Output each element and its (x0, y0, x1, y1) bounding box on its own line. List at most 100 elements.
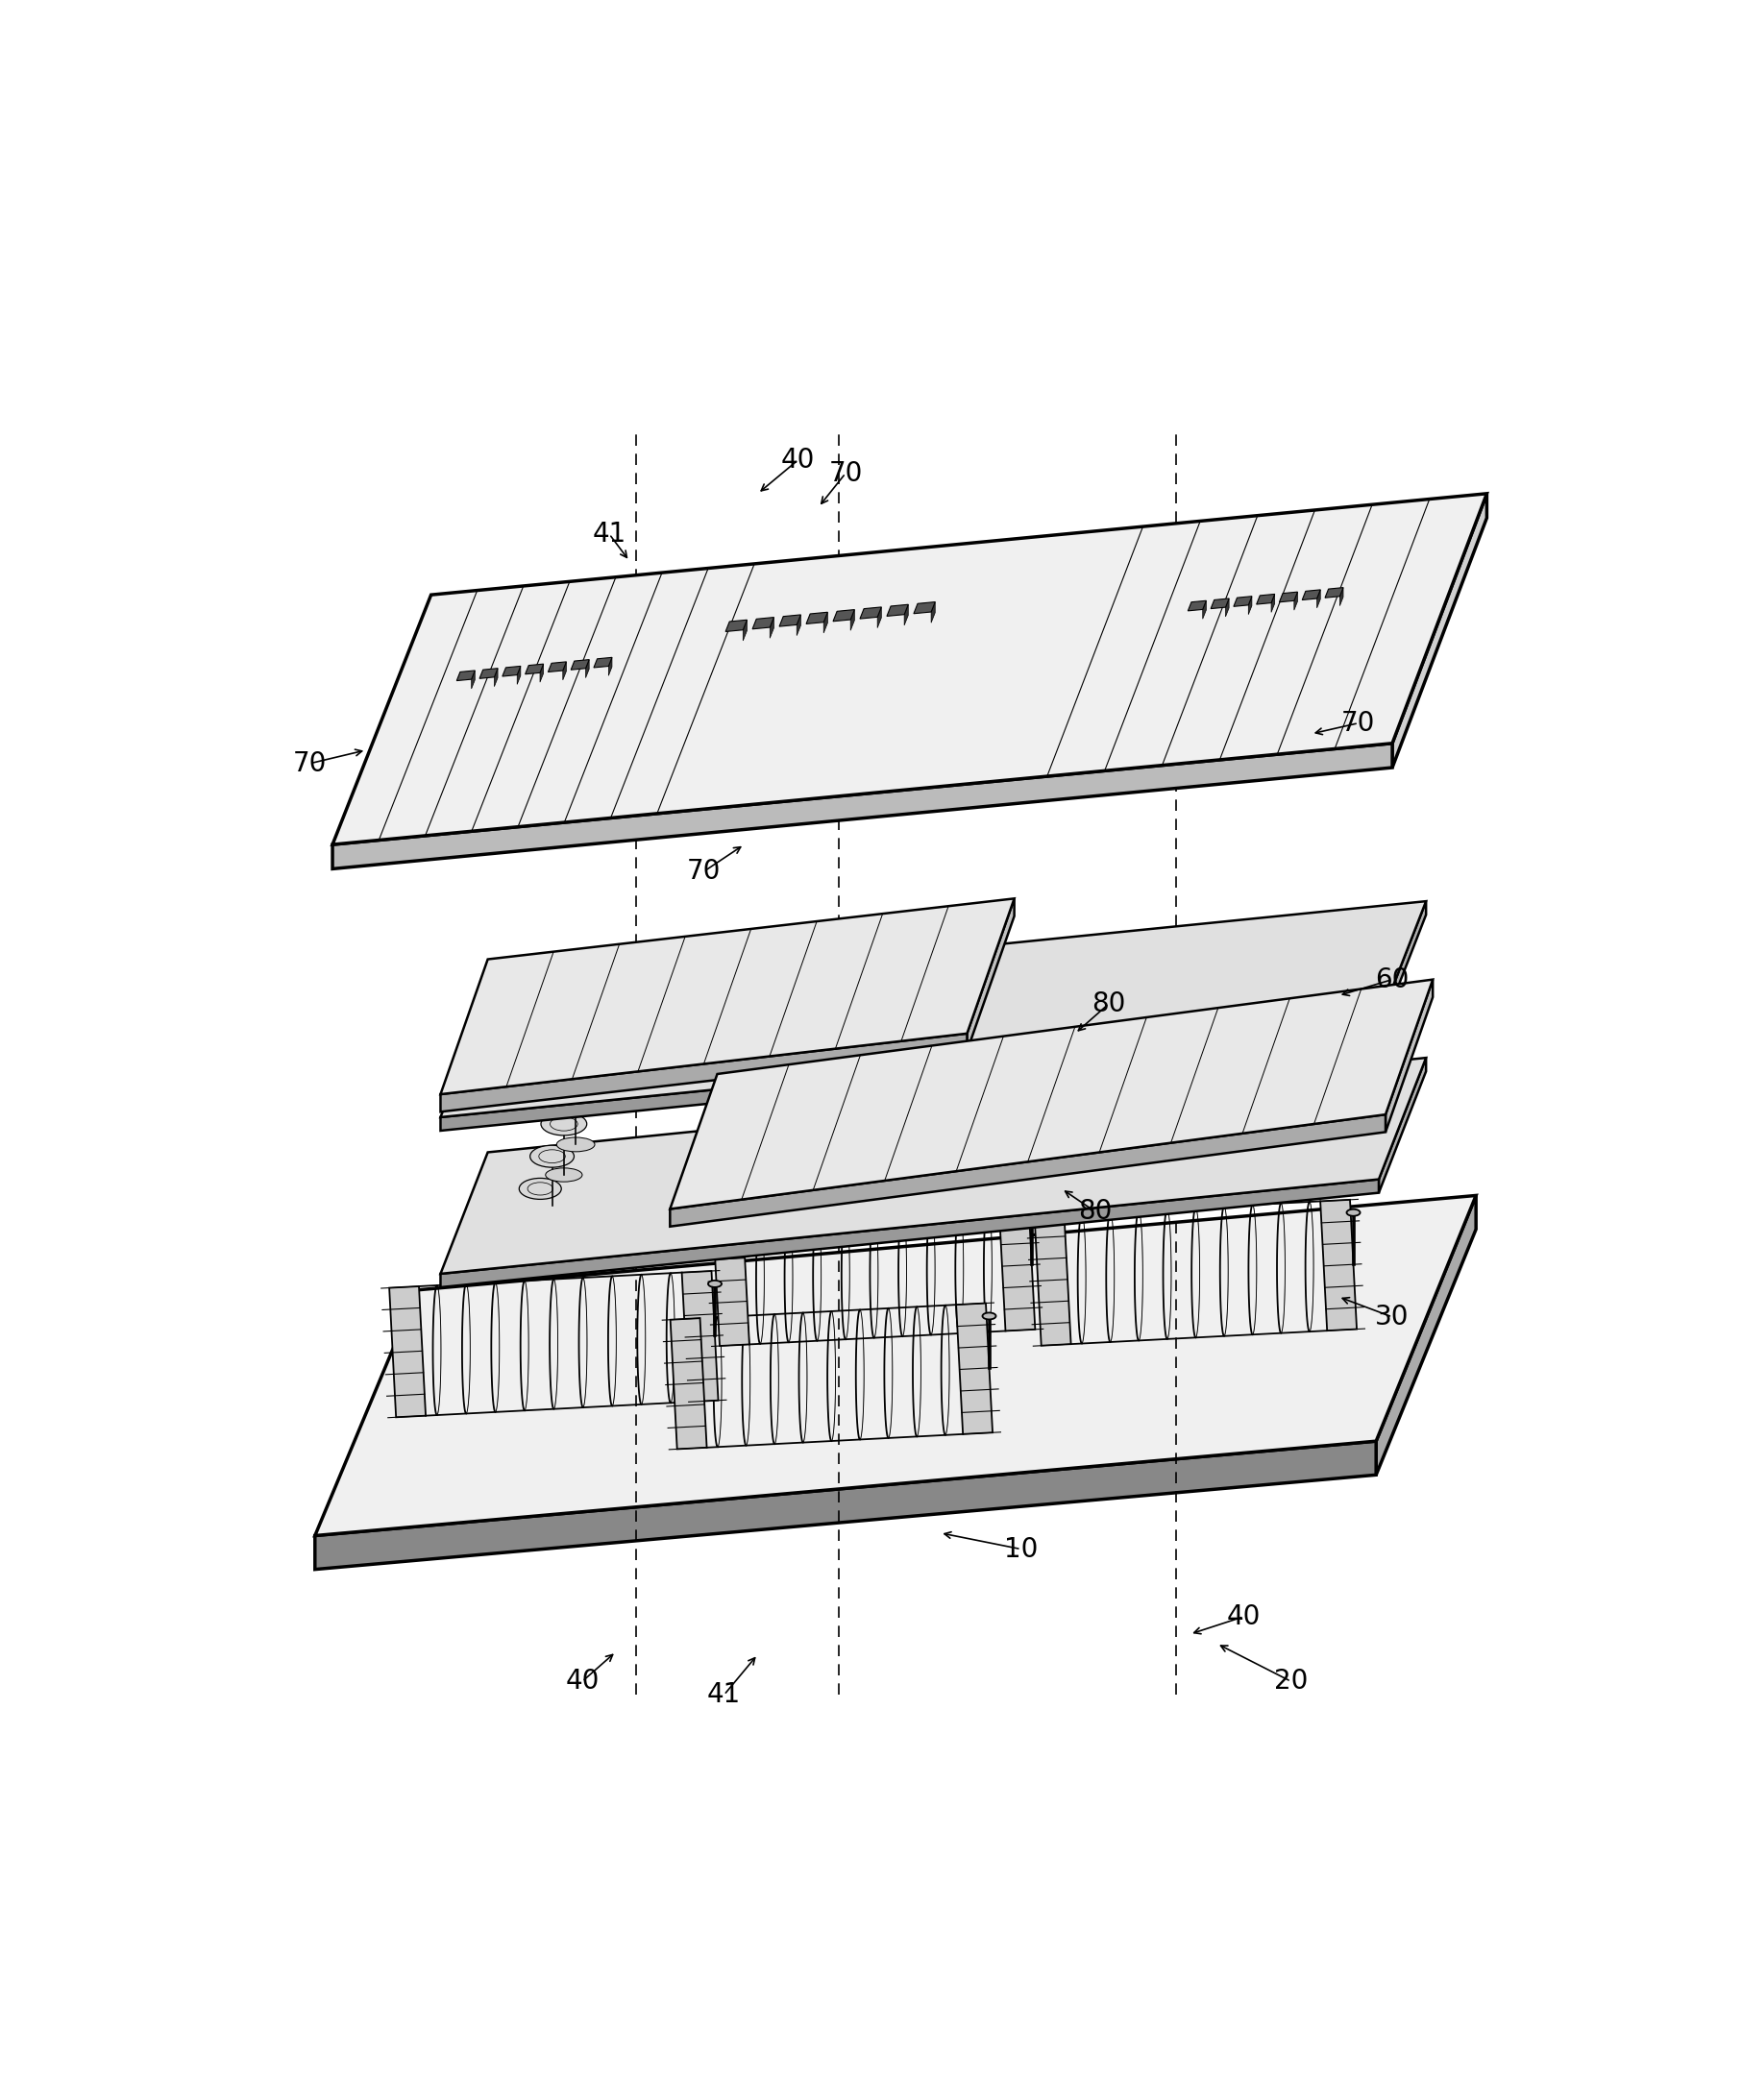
Text: 70: 70 (829, 460, 862, 487)
Polygon shape (671, 1115, 1385, 1226)
Polygon shape (753, 617, 773, 630)
Polygon shape (791, 689, 794, 706)
Text: 41: 41 (707, 1682, 740, 1709)
Ellipse shape (535, 1199, 570, 1212)
Polygon shape (441, 901, 1427, 1117)
Ellipse shape (922, 1130, 958, 1144)
Ellipse shape (1303, 1004, 1350, 1027)
Ellipse shape (733, 1149, 770, 1163)
Polygon shape (859, 682, 862, 699)
Polygon shape (502, 666, 521, 676)
Polygon shape (824, 613, 827, 632)
Polygon shape (517, 666, 521, 685)
Text: 30: 30 (1374, 1304, 1409, 1331)
Polygon shape (1340, 588, 1343, 605)
Polygon shape (1294, 592, 1298, 611)
Polygon shape (388, 1287, 425, 1418)
Ellipse shape (1024, 1210, 1038, 1216)
Polygon shape (725, 620, 747, 632)
Polygon shape (770, 617, 773, 638)
Ellipse shape (894, 1140, 937, 1161)
Polygon shape (1035, 1214, 1071, 1346)
Polygon shape (967, 899, 1014, 1052)
Ellipse shape (909, 1161, 944, 1174)
Ellipse shape (916, 1075, 962, 1098)
Text: 20: 20 (1273, 1667, 1308, 1695)
Ellipse shape (723, 1180, 758, 1193)
Ellipse shape (552, 1079, 599, 1102)
Ellipse shape (557, 1138, 594, 1151)
Ellipse shape (1291, 1037, 1338, 1060)
Polygon shape (1376, 1195, 1475, 1474)
Text: 40: 40 (780, 447, 815, 473)
Polygon shape (890, 676, 909, 687)
Ellipse shape (530, 1145, 575, 1168)
Polygon shape (932, 603, 935, 624)
Polygon shape (1279, 592, 1298, 603)
Polygon shape (868, 678, 885, 689)
Polygon shape (807, 613, 827, 624)
Ellipse shape (899, 1191, 932, 1203)
Ellipse shape (707, 1281, 721, 1287)
Text: 10: 10 (1003, 1535, 1038, 1562)
Polygon shape (585, 659, 589, 678)
Ellipse shape (707, 1159, 749, 1180)
Polygon shape (777, 689, 794, 699)
Ellipse shape (1087, 1172, 1120, 1184)
Polygon shape (1380, 1058, 1427, 1193)
Polygon shape (998, 1199, 1035, 1331)
Ellipse shape (1104, 1056, 1150, 1079)
Polygon shape (524, 664, 544, 674)
Ellipse shape (545, 1168, 582, 1182)
Polygon shape (571, 659, 589, 670)
Ellipse shape (1296, 1092, 1333, 1107)
Text: 40: 40 (1226, 1602, 1261, 1630)
Ellipse shape (1270, 1102, 1312, 1124)
Ellipse shape (728, 1094, 775, 1117)
Polygon shape (1256, 594, 1275, 605)
Ellipse shape (1108, 1111, 1144, 1126)
Polygon shape (671, 1319, 707, 1449)
Polygon shape (744, 620, 747, 640)
Polygon shape (878, 607, 881, 628)
Polygon shape (495, 668, 498, 687)
Text: 70: 70 (1341, 710, 1376, 737)
Ellipse shape (718, 1126, 761, 1149)
Text: 80: 80 (1092, 991, 1125, 1016)
Ellipse shape (932, 1100, 970, 1113)
Polygon shape (472, 670, 476, 689)
Polygon shape (594, 657, 611, 668)
Ellipse shape (1082, 1121, 1124, 1142)
Polygon shape (796, 615, 801, 636)
Ellipse shape (927, 1042, 976, 1065)
Polygon shape (887, 605, 908, 615)
Polygon shape (333, 493, 1488, 844)
Polygon shape (315, 1441, 1376, 1569)
Polygon shape (681, 1270, 718, 1403)
Polygon shape (608, 657, 611, 676)
Polygon shape (928, 674, 932, 693)
Ellipse shape (542, 1113, 587, 1136)
Ellipse shape (1115, 1023, 1162, 1046)
Ellipse shape (1097, 1142, 1132, 1155)
Polygon shape (1202, 601, 1205, 619)
Polygon shape (906, 676, 909, 695)
Polygon shape (956, 1304, 993, 1434)
Polygon shape (441, 1033, 967, 1111)
Text: 70: 70 (293, 750, 326, 777)
Polygon shape (881, 678, 885, 697)
Ellipse shape (1286, 1124, 1320, 1136)
Polygon shape (441, 899, 1014, 1094)
Text: 41: 41 (592, 521, 625, 548)
Polygon shape (836, 685, 840, 701)
Ellipse shape (744, 1119, 782, 1132)
Ellipse shape (1273, 1153, 1308, 1166)
Polygon shape (1211, 598, 1230, 609)
Ellipse shape (1280, 1069, 1324, 1092)
Polygon shape (456, 670, 476, 680)
Polygon shape (779, 615, 801, 626)
Polygon shape (1272, 594, 1275, 613)
Text: 80: 80 (1078, 1199, 1113, 1224)
Polygon shape (441, 1180, 1380, 1287)
Polygon shape (861, 607, 881, 619)
